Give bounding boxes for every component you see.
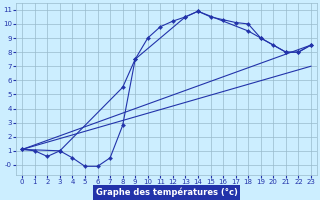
- X-axis label: Graphe des températures (°c): Graphe des températures (°c): [96, 188, 237, 197]
